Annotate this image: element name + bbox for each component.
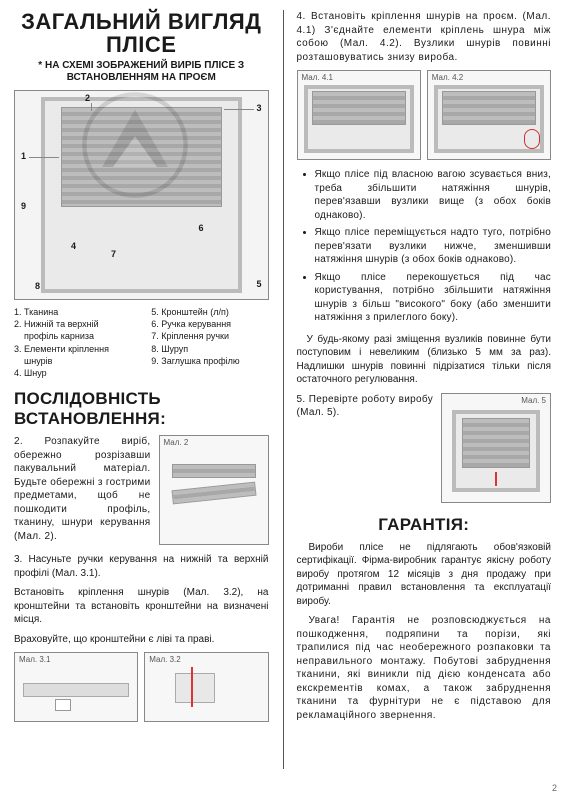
legend-item: 1. Тканина (14, 306, 131, 318)
adjustment-note: У будь-якому разі зміщення вузликів пови… (297, 333, 552, 387)
step-3c-text: Враховуйте, що кронштейни є ліві та прав… (14, 633, 269, 647)
legend-item: 9. Заглушка профілю (151, 355, 268, 367)
install-sequence-title: ПОСЛІДОВНІСТЬ ВСТАНОВЛЕННЯ: (14, 389, 269, 429)
column-divider (283, 10, 284, 769)
step-2-text: 2. Розпакуйте виріб, обережно розрізавши… (14, 435, 151, 543)
main-diagram: 1 2 3 4 5 6 7 8 9 (14, 90, 269, 300)
callout-3: 3 (256, 103, 261, 113)
warranty-p2: Увага! Гарантія не розповсюджується на п… (297, 614, 552, 722)
fig-label: Мал. 4.1 (302, 73, 333, 82)
figures-3-row: Мал. 3.1 Мал. 3.2 (14, 652, 269, 722)
legend-col-b: 5. Кронштейн (л/п) 6. Ручка керування 7.… (151, 306, 268, 379)
figure-4-1: Мал. 4.1 (297, 70, 421, 160)
bullet-item: Якщо плісе перекошується під час користу… (315, 271, 552, 325)
fig-label: Мал. 3.1 (19, 655, 50, 664)
legend-item: 7. Кріплення ручки (151, 330, 268, 342)
bullet-item: Якщо плісе переміщується надто туго, пот… (315, 226, 552, 267)
main-title: ЗАГАЛЬНИЙ ВИГЛЯД ПЛІСЕ (14, 10, 269, 56)
figure-3-2: Мал. 3.2 (144, 652, 268, 722)
callout-2: 2 (85, 93, 90, 103)
step-2-row: 2. Розпакуйте виріб, обережно розрізавши… (14, 435, 269, 545)
fig-label: Мал. 3.2 (149, 655, 180, 664)
fig-label: Мал. 4.2 (432, 73, 463, 82)
subtitle: * НА СХЕМІ ЗОБРАЖЕНИЙ ВИРІБ ПЛІСЕ З ВСТА… (14, 60, 269, 84)
figure-2: Мал. 2 (159, 435, 269, 545)
fig-label: Мал. 2 (164, 438, 189, 447)
figure-5: Мал. 5 (441, 393, 551, 503)
legend-item: 3. Елементи кріплення шнурів (14, 343, 131, 367)
callout-4: 4 (71, 241, 76, 251)
step-5-row: 5. Перевірте роботу виробу (Мал. 5). Мал… (297, 393, 552, 503)
legend-item: 5. Кронштейн (л/п) (151, 306, 268, 318)
figures-4-row: Мал. 4.1 Мал. 4.2 (297, 70, 552, 160)
adjustment-bullets: Якщо плісе під власною вагою зсувається … (297, 168, 552, 325)
figure-3-1: Мал. 3.1 (14, 652, 138, 722)
legend-col-a: 1. Тканина 2. Нижній та верхній профіль … (14, 306, 131, 379)
page-root: ЗАГАЛЬНИЙ ВИГЛЯД ПЛІСЕ * НА СХЕМІ ЗОБРАЖ… (0, 0, 565, 799)
step-3b-text: Встановіть кріплення шнурів (Мал. 3.2), … (14, 586, 269, 627)
figure-4-2: Мал. 4.2 (427, 70, 551, 160)
left-column: ЗАГАЛЬНИЙ ВИГЛЯД ПЛІСЕ * НА СХЕМІ ЗОБРАЖ… (0, 0, 283, 799)
callout-7: 7 (111, 249, 116, 259)
legend-item: 4. Шнур (14, 367, 131, 379)
warranty-p1: Вироби плісе не підлягають обов'язковій … (297, 541, 552, 609)
step-4-text: 4. Встановіть кріплення шнурів на проєм.… (297, 10, 552, 64)
fig-label: Мал. 5 (521, 396, 546, 405)
step-5-text: 5. Перевірте роботу виробу (Мал. 5). (297, 393, 434, 503)
page-number: 2 (552, 783, 557, 793)
warranty-title: ГАРАНТІЯ: (297, 515, 552, 535)
legend-item: 6. Ручка керування (151, 318, 268, 330)
step-3a-text: 3. Насуньте ручки керування на нижній та… (14, 553, 269, 580)
legend: 1. Тканина 2. Нижній та верхній профіль … (14, 306, 269, 379)
legend-item: 8. Шуруп (151, 343, 268, 355)
callout-6: 6 (198, 223, 203, 233)
callout-5: 5 (256, 279, 261, 289)
callout-9: 9 (21, 201, 26, 211)
callout-8: 8 (35, 281, 40, 291)
right-column: 4. Встановіть кріплення шнурів на проєм.… (283, 0, 565, 799)
callout-1: 1 (21, 151, 26, 161)
legend-item: 2. Нижній та верхній профіль карниза (14, 318, 131, 342)
bullet-item: Якщо плісе під власною вагою зсувається … (315, 168, 552, 222)
